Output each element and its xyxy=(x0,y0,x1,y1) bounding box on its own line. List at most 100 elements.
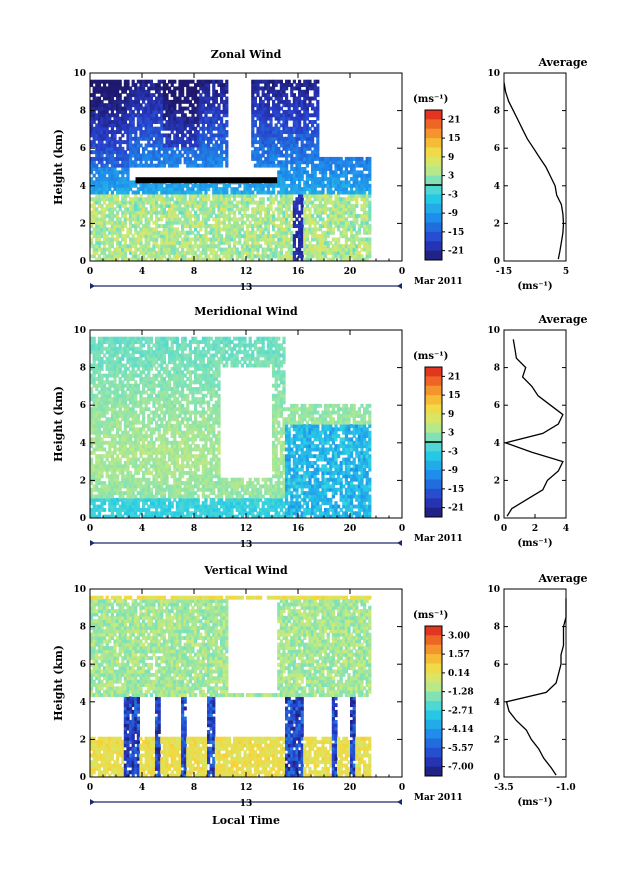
heatmap-cell xyxy=(277,136,281,141)
heatmap-cell xyxy=(277,224,281,229)
heatmap-cell xyxy=(136,136,140,141)
heatmap-cell xyxy=(160,193,164,198)
heatmap-cell xyxy=(186,220,190,225)
heatmap-cell xyxy=(292,123,296,128)
heatmap-cell xyxy=(97,460,101,465)
heatmap-cell xyxy=(331,177,335,182)
heatmap-cell xyxy=(129,250,133,255)
heatmap-cell xyxy=(168,123,172,128)
heatmap-cell xyxy=(292,146,296,151)
heatmap-cell xyxy=(355,187,359,192)
heatmap-cell xyxy=(136,350,140,355)
heatmap-cell xyxy=(222,123,226,128)
heatmap-cell xyxy=(204,234,208,239)
heatmap-cell xyxy=(181,224,185,229)
heatmap-cell xyxy=(134,190,138,195)
heatmap-cell xyxy=(113,350,117,355)
heatmap-cell xyxy=(134,197,138,202)
heatmap-cell xyxy=(178,156,182,161)
heatmap-cell xyxy=(212,109,216,114)
heatmap-cell xyxy=(131,93,135,98)
heatmap-cell xyxy=(266,224,270,229)
heatmap-cell xyxy=(186,217,190,222)
heatmap-cell xyxy=(282,160,286,165)
heatmap-cell xyxy=(188,193,192,198)
heatmap-cell xyxy=(363,240,367,245)
heatmap-cell xyxy=(324,177,328,182)
heatmap-cell xyxy=(207,244,211,249)
heatmap-cell xyxy=(295,96,299,101)
heatmap-cell xyxy=(142,440,146,445)
heatmap-cell xyxy=(230,190,234,195)
heatmap-cell xyxy=(194,83,198,88)
heatmap-cell xyxy=(321,177,325,182)
heatmap-cell xyxy=(134,93,138,98)
heatmap-cell xyxy=(272,197,276,202)
y-tick-label: 6 xyxy=(80,144,86,154)
heatmap-cell xyxy=(287,250,291,255)
heatmap-cell xyxy=(105,96,109,101)
heatmap-cell xyxy=(142,153,146,158)
heatmap-cell xyxy=(108,450,112,455)
heatmap-cell xyxy=(248,257,252,261)
heatmap-cell xyxy=(165,156,169,161)
heatmap-cell xyxy=(256,106,260,111)
heatmap-cell xyxy=(129,160,133,165)
heatmap-cell xyxy=(90,254,94,259)
heatmap-cell xyxy=(272,250,276,255)
heatmap-cell xyxy=(217,103,221,108)
heatmap-cell xyxy=(329,240,333,245)
heatmap-cell xyxy=(105,207,109,212)
heatmap-cell xyxy=(118,250,122,255)
heatmap-cell xyxy=(191,183,195,188)
heatmap-cell xyxy=(186,203,190,208)
heatmap-cell xyxy=(220,160,224,165)
heatmap-cell xyxy=(173,79,177,84)
heatmap-cell xyxy=(95,170,99,175)
heatmap-cell xyxy=(305,230,309,235)
x-tick-label: 16 xyxy=(292,267,305,277)
heatmap-cell xyxy=(277,173,281,178)
heatmap-cell xyxy=(201,123,205,128)
heatmap-cell xyxy=(178,200,182,205)
heatmap-cell xyxy=(105,514,109,518)
heatmap-cell xyxy=(298,153,302,158)
heatmap-cell xyxy=(131,200,135,205)
heatmap-cell xyxy=(214,220,218,225)
heatmap-cell xyxy=(207,109,211,114)
heatmap-cell xyxy=(92,413,96,418)
heatmap-cell xyxy=(90,507,94,512)
heatmap-cell xyxy=(126,410,130,415)
heatmap-cell xyxy=(251,106,255,111)
heatmap-cell xyxy=(277,146,281,151)
heatmap-cell xyxy=(311,203,315,208)
heatmap-cell xyxy=(160,207,164,212)
heatmap-cell xyxy=(311,120,315,124)
heatmap-cell xyxy=(105,484,109,489)
heatmap-cell xyxy=(105,346,109,351)
heatmap-cell xyxy=(126,210,130,215)
heatmap-cell xyxy=(126,227,130,232)
heatmap-cell xyxy=(165,197,169,202)
heatmap-cell xyxy=(251,136,255,141)
heatmap-cell xyxy=(251,150,255,155)
heatmap-cell xyxy=(269,207,273,212)
heatmap-cell xyxy=(126,116,130,121)
heatmap-cell xyxy=(191,103,195,108)
heatmap-cell xyxy=(108,136,112,141)
heatmap-cell xyxy=(266,103,270,108)
heatmap-cell xyxy=(259,197,263,202)
heatmap-cell xyxy=(347,224,351,229)
heatmap-cell xyxy=(175,190,179,195)
heatmap-cell xyxy=(105,474,109,479)
heatmap-cell xyxy=(152,143,156,148)
heatmap-cell xyxy=(162,83,166,88)
heatmap-cell xyxy=(303,230,307,235)
heatmap-cell xyxy=(300,140,304,145)
heatmap-cell xyxy=(207,153,211,158)
heatmap-cell xyxy=(168,257,172,261)
heatmap-cell xyxy=(152,187,156,192)
heatmap-cell xyxy=(261,207,265,212)
heatmap-cell xyxy=(194,160,198,165)
heatmap-cell xyxy=(344,190,348,195)
